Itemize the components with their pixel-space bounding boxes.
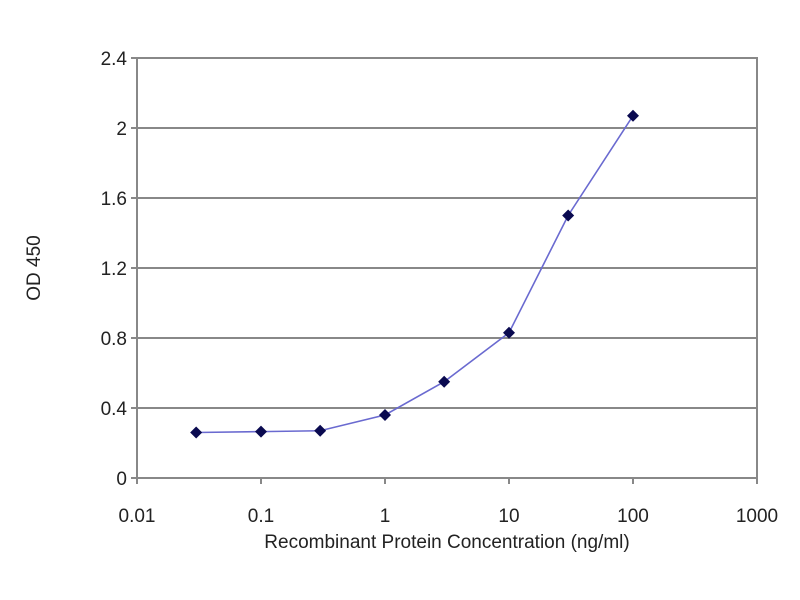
data-point xyxy=(190,426,203,439)
x-tick-label: 100 xyxy=(617,506,649,527)
y-tick-label: 2.4 xyxy=(101,49,128,70)
data-point xyxy=(255,425,267,438)
y-tick-label: 1.6 xyxy=(101,189,127,210)
data-point xyxy=(438,375,451,388)
x-tick-label: 0.1 xyxy=(248,506,274,527)
x-tick-label: 1000 xyxy=(736,506,778,527)
x-tick-label: 10 xyxy=(498,506,519,527)
x-axis-label: Recombinant Protein Concentration (ng/ml… xyxy=(264,532,629,553)
x-axis: 0.01 0.1 1 10 100 1000 xyxy=(119,478,778,527)
y-tick-label: 0.8 xyxy=(101,329,127,350)
y-tick-label: 0.4 xyxy=(101,399,128,420)
series xyxy=(190,109,639,439)
y-tick-label: 1.2 xyxy=(101,259,127,280)
data-point xyxy=(562,209,575,222)
y-axis-label: OD 450 xyxy=(24,235,45,300)
y-tick-label: 0 xyxy=(116,469,127,490)
data-point xyxy=(503,326,515,339)
data-point xyxy=(379,409,391,421)
data-point xyxy=(627,109,639,122)
y-axis: 0 0.4 0.8 1.2 1.6 2 2.4 xyxy=(101,49,137,490)
x-tick-label: 1 xyxy=(380,506,391,527)
series-line xyxy=(196,115,634,434)
x-tick-label: 0.01 xyxy=(119,506,156,527)
y-tick-label: 2 xyxy=(116,119,127,140)
gridlines xyxy=(137,127,757,409)
data-point xyxy=(314,424,327,437)
